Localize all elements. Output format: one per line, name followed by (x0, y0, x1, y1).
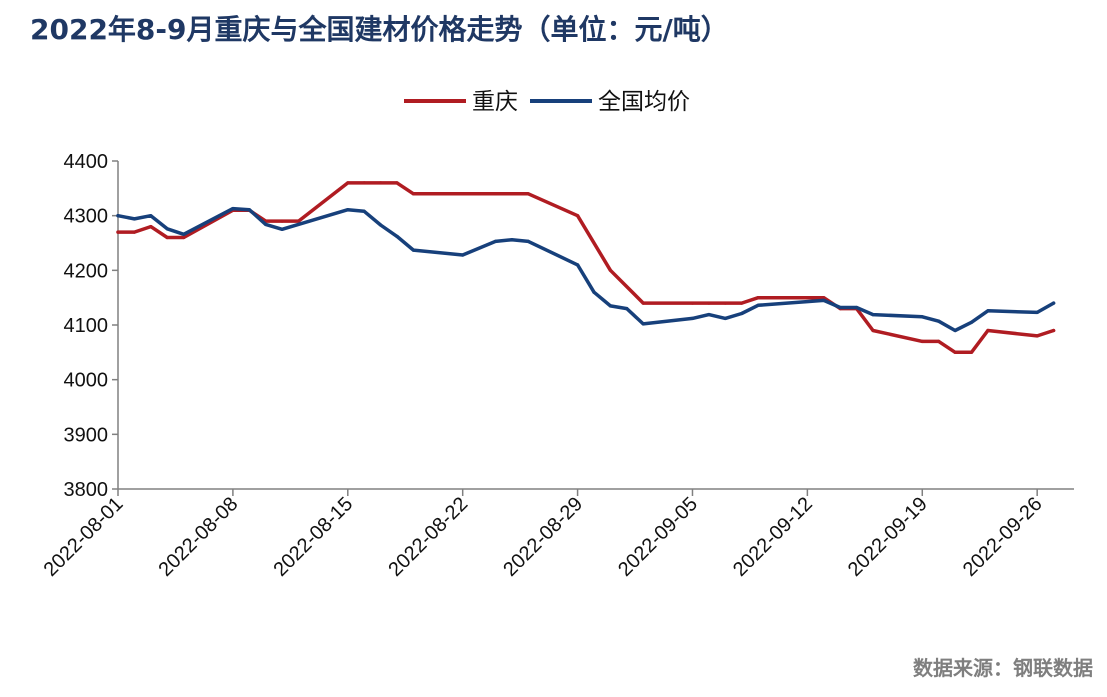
y-tick-label: 4000 (64, 370, 109, 392)
data-point (395, 234, 399, 238)
data-point (822, 298, 826, 302)
data-point (149, 225, 153, 229)
data-point (576, 263, 580, 267)
data-point (937, 339, 941, 343)
source-note: 数据来源：钢联数据 (913, 656, 1093, 680)
y-tick-label: 3900 (64, 424, 109, 446)
data-point (953, 350, 957, 354)
data-point (493, 192, 498, 196)
data-point (707, 313, 711, 317)
data-point (116, 230, 120, 234)
data-point (346, 181, 350, 185)
data-point (1052, 301, 1056, 305)
data-point (362, 209, 366, 213)
y-tick-label: 4400 (64, 151, 109, 173)
data-point (526, 192, 530, 196)
data-point (871, 328, 875, 333)
data-point (871, 313, 875, 317)
x-tick-label: 2022-09-12 (729, 493, 817, 581)
data-point (362, 181, 366, 185)
data-point (707, 301, 711, 305)
data-point (379, 223, 383, 227)
data-point (838, 305, 842, 310)
data-point (165, 235, 169, 240)
data-point (165, 227, 169, 231)
data-point (231, 207, 235, 211)
data-point (264, 222, 268, 226)
data-point (461, 192, 465, 196)
data-point (149, 214, 153, 218)
data-point (1052, 328, 1056, 333)
data-point (182, 235, 186, 240)
data-point (526, 239, 530, 243)
data-point (953, 328, 957, 333)
data-point (723, 316, 727, 320)
data-point (1035, 334, 1039, 338)
data-point (182, 232, 186, 236)
data-point (690, 316, 695, 320)
y-tick-label: 4200 (64, 260, 109, 282)
series-layer (116, 181, 1056, 355)
x-tick-label: 2022-08-08 (155, 493, 243, 581)
data-point (855, 305, 859, 310)
data-point (969, 350, 974, 354)
data-point (608, 268, 613, 272)
data-point (411, 248, 415, 252)
data-point (510, 238, 514, 242)
x-tick-label: 2022-08-22 (384, 493, 472, 581)
data-point (740, 301, 744, 305)
data-point (608, 304, 613, 308)
data-point (641, 322, 645, 326)
chart-title: 2022年8-9月重庆与全国建材价格走势（单位：元/吨） (30, 13, 729, 46)
data-point (346, 208, 350, 212)
data-point (986, 309, 990, 313)
data-point (411, 192, 415, 196)
data-point (280, 227, 284, 231)
data-point (592, 290, 596, 294)
y-tick-label: 4100 (64, 315, 109, 337)
data-point (297, 219, 301, 223)
x-tick-label: 2022-08-15 (269, 493, 357, 581)
x-tick-label: 2022-09-19 (844, 493, 932, 581)
data-point (641, 301, 645, 305)
data-point (395, 181, 399, 185)
data-point (937, 319, 941, 323)
axes: 3800 3900 4000 4100 4200 4300 4400 2022-08-01 20… (40, 151, 1074, 581)
x-tick-label: 2022-09-26 (959, 493, 1047, 581)
x-tick-label: 2022-08-29 (499, 493, 587, 581)
data-point (690, 301, 695, 305)
data-point (477, 192, 481, 196)
data-point (920, 339, 924, 343)
data-point (379, 181, 383, 185)
data-point (247, 208, 251, 212)
data-point (116, 214, 120, 218)
y-tick-label: 3800 (64, 479, 109, 501)
data-point (756, 296, 760, 300)
data-point (510, 192, 514, 196)
data-point (986, 328, 990, 333)
data-point (756, 303, 760, 307)
data-point (132, 217, 136, 221)
data-point (493, 239, 498, 243)
data-point (969, 320, 974, 324)
legend-label-chongqing: 重庆 (472, 89, 518, 115)
data-point (461, 253, 465, 257)
data-point (920, 315, 924, 319)
data-point (625, 307, 629, 311)
x-tick-label: 2022-09-05 (614, 493, 702, 581)
legend: 重庆 全国均价 (404, 89, 690, 115)
data-point (740, 311, 744, 316)
data-point (280, 219, 284, 223)
data-point (576, 214, 580, 218)
series-line-chongqing (116, 181, 1056, 355)
data-point (132, 230, 136, 234)
data-point (822, 296, 826, 300)
data-point (1035, 310, 1039, 314)
y-tick-label: 4300 (64, 206, 109, 228)
data-point (723, 301, 727, 305)
x-tick-label: 2022-08-01 (40, 493, 128, 581)
legend-label-national: 全国均价 (598, 89, 690, 115)
